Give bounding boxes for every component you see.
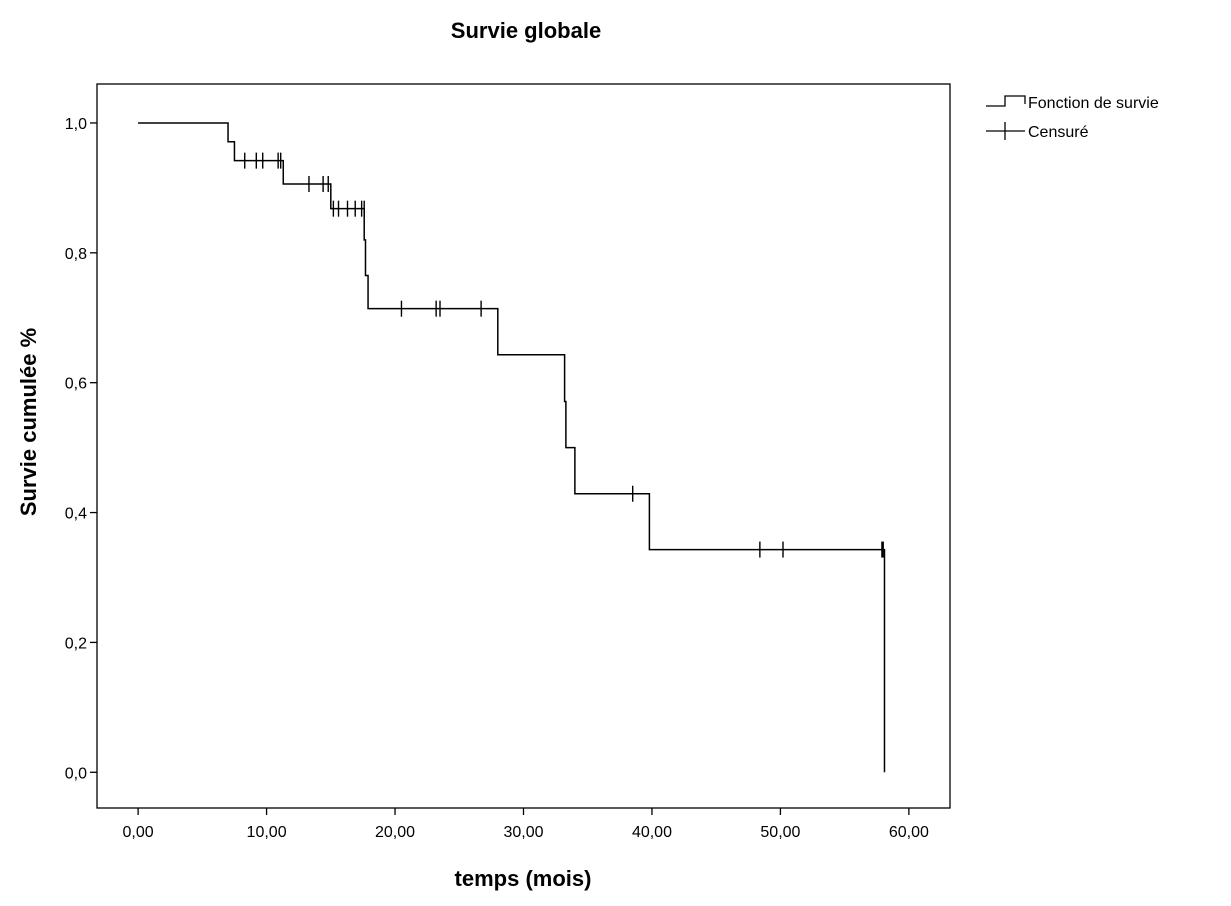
x-axis-title: temps (mois): [455, 866, 592, 891]
x-tick-label: 10,00: [247, 824, 287, 841]
x-tick-label: 30,00: [503, 824, 543, 841]
y-axis: 0,0 0,2 0,4 0,6 0,8 1,0: [65, 116, 97, 782]
legend-label-censored: Censuré: [1028, 124, 1089, 141]
plot-frame: [96, 83, 951, 809]
x-tick-label: 60,00: [889, 824, 929, 841]
y-tick-label: 0,4: [65, 506, 87, 523]
x-tick-label: 50,00: [760, 824, 800, 841]
y-axis-title: Survie cumulée %: [16, 328, 41, 516]
legend-step-symbol: [986, 95, 1026, 107]
x-tick-label: 20,00: [375, 824, 415, 841]
x-axis: 0,00 10,00 20,00 30,00 40,00 50,00 60,00: [123, 808, 929, 841]
x-tick-label: 0,00: [123, 824, 154, 841]
y-tick-label: 0,0: [65, 765, 87, 782]
censor-layer: [244, 152, 884, 558]
y-tick-label: 0,2: [65, 635, 87, 652]
legend: Fonction de survie Censuré: [986, 95, 1159, 141]
y-tick-label: 1,0: [65, 116, 87, 133]
y-tick-label: 0,6: [65, 376, 87, 393]
chart-title: Survie globale: [451, 18, 601, 43]
y-tick-label: 0,8: [65, 246, 87, 263]
legend-label-survival: Fonction de survie: [1028, 95, 1159, 112]
x-tick-label: 40,00: [632, 824, 672, 841]
survival-function-line: [138, 122, 886, 773]
series-layer: [138, 122, 886, 773]
